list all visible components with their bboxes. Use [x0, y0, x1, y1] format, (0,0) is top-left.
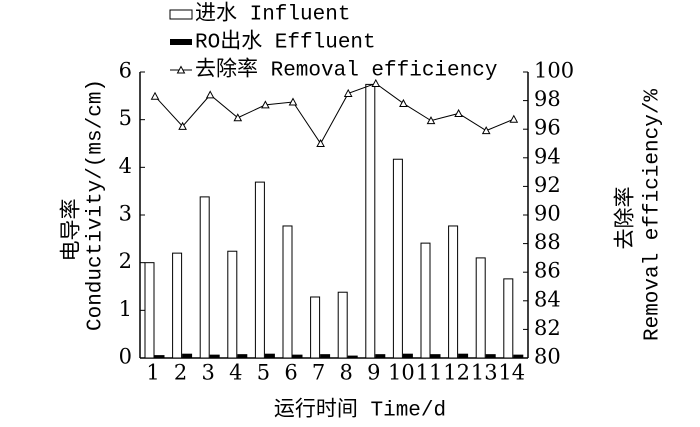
bar — [237, 354, 248, 359]
bar — [475, 257, 486, 359]
y2-tick-label: 86 — [534, 259, 561, 283]
y2-tick-label: 90 — [534, 202, 561, 226]
legend-marker — [176, 65, 186, 74]
bar — [209, 354, 220, 359]
bar — [320, 354, 331, 359]
bar — [485, 354, 496, 359]
x-tick-label: 9 — [367, 361, 380, 385]
marker — [150, 91, 160, 100]
marker — [509, 114, 519, 123]
x-tick-label: 10 — [388, 361, 415, 385]
x-tick-label: 2 — [174, 361, 187, 385]
bar — [448, 225, 459, 359]
y-tick-label: 4 — [119, 154, 132, 178]
bar — [199, 196, 210, 359]
bar — [402, 353, 413, 359]
bar — [347, 355, 358, 359]
y2-tick-label: 80 — [534, 345, 561, 369]
y2-tick-label: 84 — [534, 287, 561, 311]
bar — [430, 354, 441, 359]
y-axis-label: 电导率 — [59, 199, 83, 262]
x-tick-label: 14 — [498, 361, 525, 385]
y-tick-label: 2 — [119, 249, 132, 273]
x-tick-label: 12 — [443, 361, 470, 385]
x-tick-label: 1 — [146, 361, 159, 385]
y-tick-label: 1 — [119, 297, 132, 321]
bar — [144, 262, 155, 359]
bar — [503, 278, 514, 359]
bar — [458, 353, 469, 359]
bar — [227, 250, 238, 359]
y-tick-label: 0 — [119, 345, 132, 369]
bar — [172, 252, 183, 359]
bar — [420, 242, 431, 359]
marker — [454, 108, 463, 117]
marker — [205, 90, 215, 99]
x-tick-label: 4 — [229, 361, 242, 385]
y2-tick-label: 82 — [534, 316, 561, 340]
marker — [316, 138, 325, 147]
line — [154, 82, 514, 145]
marker — [399, 98, 408, 107]
y2-tick-label: 94 — [534, 144, 561, 168]
y-tick-label: 5 — [119, 106, 132, 130]
marker — [426, 116, 436, 125]
bar — [365, 83, 376, 359]
bar — [337, 291, 348, 359]
marker — [261, 100, 270, 109]
x-tick-label: 8 — [340, 361, 353, 385]
bar — [513, 354, 524, 359]
y-axis-label: Conductivity/(ms/cm) — [85, 79, 108, 331]
legend-swatch — [170, 39, 192, 45]
bar — [264, 353, 275, 359]
bar — [282, 225, 293, 359]
bar — [392, 158, 403, 359]
x-tick-label: 5 — [257, 361, 270, 385]
x-tick-label: 6 — [284, 361, 297, 385]
y2-tick-label: 88 — [534, 230, 561, 254]
marker — [481, 126, 491, 135]
x-tick-label: 3 — [202, 361, 215, 385]
x-tick-label: 13 — [471, 361, 498, 385]
marker — [288, 97, 298, 106]
bar — [254, 181, 265, 359]
y2-tick-label: 92 — [534, 173, 561, 197]
y2-axis-label: 去除率 — [613, 187, 637, 250]
legend-swatch — [169, 9, 193, 20]
legend-label: 去除率 Removal efficiency — [195, 58, 497, 83]
marker — [371, 78, 381, 87]
bar — [292, 354, 303, 359]
y-tick-label: 3 — [119, 202, 132, 226]
bar — [154, 355, 165, 359]
x-tick-label: 11 — [416, 361, 443, 385]
bar — [375, 354, 386, 359]
y2-tick-label: 96 — [534, 116, 561, 140]
bar — [182, 353, 193, 359]
y2-tick-label: 98 — [534, 87, 561, 111]
legend-label: RO出水 Effluent — [195, 30, 376, 55]
marker — [178, 121, 187, 130]
legend-label: 进水 Influent — [195, 2, 350, 27]
y-tick-label: 6 — [119, 59, 132, 83]
marker — [343, 88, 353, 97]
bar — [310, 296, 321, 359]
marker — [233, 113, 243, 122]
x-tick-label: 7 — [312, 361, 325, 385]
y2-tick-label: 100 — [534, 59, 574, 83]
x-axis-label: 运行时间 Time/d — [274, 398, 446, 423]
y2-axis-label: Removal efficiency/% — [642, 89, 665, 341]
